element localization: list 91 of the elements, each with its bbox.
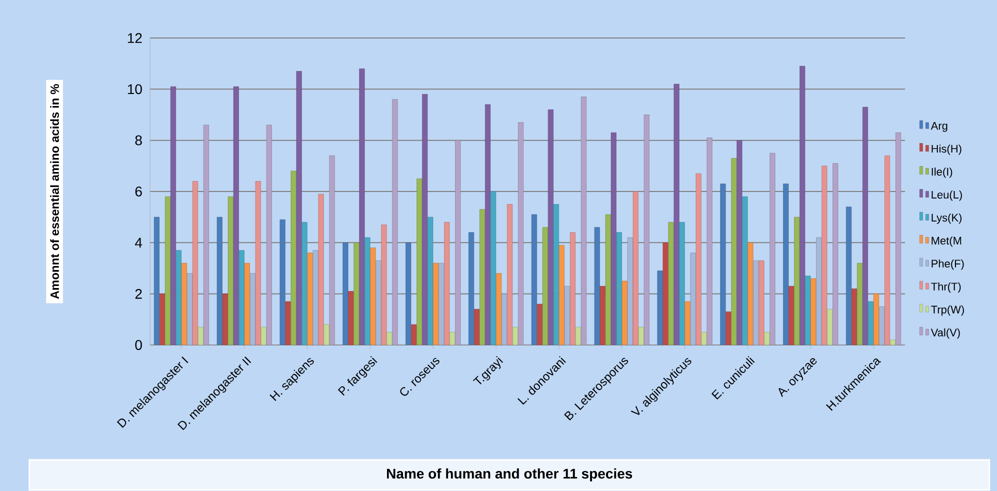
bar — [684, 301, 690, 346]
bar — [731, 158, 737, 346]
bar — [742, 196, 748, 346]
bar — [868, 301, 874, 346]
bar — [816, 237, 822, 346]
bar — [502, 294, 508, 346]
y-tick-label: 10 — [128, 84, 142, 94]
bar — [627, 237, 633, 346]
y-tick-label: 12 — [128, 33, 142, 43]
x-axis-title: Name of human and other 11 species — [387, 468, 632, 482]
bar — [679, 222, 685, 346]
bar — [296, 71, 302, 346]
bar — [862, 106, 868, 346]
bar — [228, 196, 234, 346]
bar — [416, 178, 422, 346]
bar — [181, 262, 187, 346]
bar — [428, 216, 434, 346]
bar — [748, 242, 754, 346]
bar — [832, 163, 838, 346]
bar — [312, 250, 318, 346]
legend-label: His(H) — [932, 144, 962, 155]
bar — [857, 262, 863, 346]
bar — [622, 280, 628, 346]
bar — [542, 227, 548, 346]
bar — [329, 156, 335, 346]
y-tick-label: 2 — [135, 288, 142, 299]
bar — [455, 140, 461, 346]
bar — [805, 276, 811, 346]
y-tick-label: 6 — [135, 186, 142, 196]
bar — [706, 138, 712, 346]
legend-label: Met(M — [932, 236, 962, 247]
y-tick-label: 0 — [135, 340, 142, 350]
bar — [668, 222, 674, 346]
bar — [490, 191, 496, 346]
bar — [753, 260, 759, 346]
legend-label: Phe(F) — [932, 259, 964, 270]
bar — [874, 294, 880, 346]
bar — [879, 306, 885, 346]
bar — [800, 66, 806, 346]
y-tick-label: 8 — [135, 135, 142, 146]
bar — [354, 242, 360, 346]
bar — [203, 124, 209, 346]
bar — [896, 132, 902, 346]
bar — [290, 170, 296, 346]
bar — [422, 94, 428, 346]
bar — [176, 250, 182, 346]
bar — [233, 86, 239, 346]
bar — [736, 140, 742, 346]
bar — [359, 68, 365, 346]
bar — [644, 114, 650, 346]
bar — [244, 262, 250, 346]
bar — [164, 196, 170, 346]
bar — [438, 262, 444, 346]
bar — [770, 152, 776, 346]
bar — [238, 250, 244, 346]
bar — [250, 273, 256, 346]
legend-label: Arg — [930, 122, 948, 132]
bar — [610, 132, 616, 346]
bar — [170, 86, 176, 346]
bar — [605, 214, 611, 346]
bar — [794, 216, 800, 346]
bar — [485, 104, 491, 346]
y-tick-label: 4 — [134, 238, 142, 248]
bar — [364, 237, 370, 346]
bar — [518, 122, 524, 346]
bar — [266, 124, 272, 346]
legend-label: Trp(W) — [931, 305, 964, 316]
bar — [690, 252, 696, 346]
bar — [580, 96, 586, 346]
bar — [616, 232, 622, 346]
legend-label: Thr(T) — [931, 282, 961, 293]
bar — [553, 204, 559, 346]
legend-label: Leu(L) — [932, 190, 962, 201]
bar — [370, 248, 376, 346]
bar — [307, 252, 313, 346]
bar — [480, 209, 486, 346]
y-axis-title: Amonnt of essential amino acids in % — [50, 84, 59, 299]
bar — [810, 278, 816, 346]
legend-label: Ile(I) — [932, 168, 952, 178]
bar — [433, 262, 439, 346]
bar — [548, 109, 554, 346]
bar — [558, 245, 564, 346]
bar — [376, 260, 382, 346]
bar — [674, 84, 680, 346]
bar — [302, 222, 308, 346]
bar — [186, 273, 192, 346]
bar — [564, 286, 570, 346]
legend-label: Lys(K) — [932, 214, 962, 224]
bar — [392, 99, 398, 346]
legend-label: Val(V) — [930, 328, 960, 339]
bar — [496, 273, 502, 346]
